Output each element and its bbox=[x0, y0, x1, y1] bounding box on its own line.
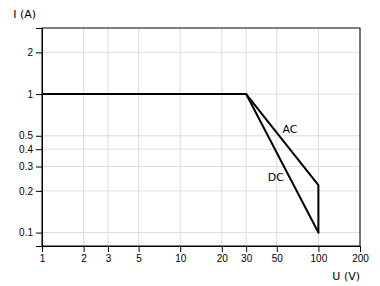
plot: 1 2 3 5 10 20 30 50 100 200 0.1 0.2 0.3 0.4 0.5 1 2 AC DC bbox=[19, 28, 369, 264]
tick-mark bbox=[277, 246, 278, 252]
tick: 100 bbox=[311, 246, 328, 264]
tick-mark bbox=[36, 166, 42, 167]
tick: 0.1 bbox=[19, 227, 42, 238]
annotation: DC bbox=[268, 171, 284, 184]
tick-label: 100 bbox=[311, 253, 328, 264]
tick-label: 0.5 bbox=[19, 130, 33, 141]
tick-label: 20 bbox=[217, 253, 229, 264]
tick-label: 1 bbox=[27, 89, 33, 100]
tick: 1 bbox=[40, 246, 46, 264]
tick-label: 5 bbox=[136, 253, 142, 264]
tick-label: 2 bbox=[81, 253, 87, 264]
x-axis: 1 2 3 5 10 20 30 50 100 200 bbox=[40, 246, 370, 264]
y-axis-label: I (A) bbox=[13, 8, 36, 21]
tick-label: 10 bbox=[175, 253, 187, 264]
annotations: AC DC bbox=[268, 123, 298, 184]
tick: 2 bbox=[81, 246, 87, 264]
axis-line bbox=[43, 247, 361, 253]
tick-mark bbox=[36, 136, 42, 137]
annotation: AC bbox=[283, 123, 298, 136]
grid-line bbox=[83, 28, 84, 246]
grid-line bbox=[138, 28, 139, 246]
tick-label: 2 bbox=[27, 47, 33, 58]
grid-line bbox=[42, 232, 360, 233]
plot-frame bbox=[42, 28, 360, 246]
lines bbox=[42, 94, 318, 232]
tick-mark bbox=[36, 52, 42, 53]
tick-label: 0.1 bbox=[19, 227, 33, 238]
tick-mark bbox=[36, 191, 42, 192]
tick-mark bbox=[108, 246, 109, 252]
series-line bbox=[42, 94, 318, 232]
tick-label: 1 bbox=[40, 253, 46, 264]
tick-label: 50 bbox=[272, 253, 284, 264]
tick-label: 0.2 bbox=[19, 186, 33, 197]
tick: 0.4 bbox=[19, 144, 42, 155]
tick-mark bbox=[139, 246, 140, 252]
grid-line bbox=[42, 190, 360, 191]
grid bbox=[42, 28, 360, 246]
tick-label: 200 bbox=[352, 253, 369, 264]
chart: 1 2 3 5 10 20 30 50 100 200 0.1 0.2 0.3 0.4 0.5 1 2 AC DC I… bbox=[0, 0, 380, 286]
tick: 30 bbox=[241, 246, 253, 264]
tick-mark bbox=[222, 246, 223, 252]
tick: 0.3 bbox=[19, 161, 42, 172]
tick-mark bbox=[360, 246, 361, 252]
tick-mark bbox=[36, 233, 42, 234]
tick: 3 bbox=[106, 246, 112, 264]
tick: 5 bbox=[136, 246, 142, 264]
grid-line bbox=[42, 149, 360, 150]
grid-line bbox=[276, 28, 277, 246]
grid-line bbox=[221, 28, 222, 246]
grid-line bbox=[246, 28, 247, 246]
grid-line bbox=[107, 28, 108, 246]
grid-line bbox=[42, 166, 360, 167]
tick-mark bbox=[84, 246, 85, 252]
x-axis-label: U (V) bbox=[332, 270, 360, 283]
grid-line bbox=[42, 52, 360, 53]
tick-mark bbox=[180, 246, 181, 252]
tick-label: 3 bbox=[106, 253, 112, 264]
grid-line bbox=[180, 28, 181, 246]
tick: 2 bbox=[27, 47, 42, 58]
tick: 1 bbox=[27, 89, 42, 100]
grid-line bbox=[42, 135, 360, 136]
tick-label: 0.4 bbox=[19, 144, 33, 155]
tick-mark bbox=[36, 94, 42, 95]
tick-mark bbox=[318, 246, 319, 252]
tick: 0.2 bbox=[19, 186, 42, 197]
tick-mark bbox=[36, 149, 42, 150]
tick-mark bbox=[246, 246, 247, 252]
series-line bbox=[42, 94, 318, 232]
tick-label: 0.3 bbox=[19, 161, 33, 172]
tick-label: 30 bbox=[241, 253, 253, 264]
tick: 200 bbox=[352, 246, 369, 264]
tick: 50 bbox=[272, 246, 284, 264]
tick: 0.5 bbox=[19, 130, 42, 141]
tick: 20 bbox=[217, 246, 229, 264]
tick: 10 bbox=[175, 246, 187, 264]
y-axis: 0.1 0.2 0.3 0.4 0.5 1 2 bbox=[19, 29, 42, 247]
